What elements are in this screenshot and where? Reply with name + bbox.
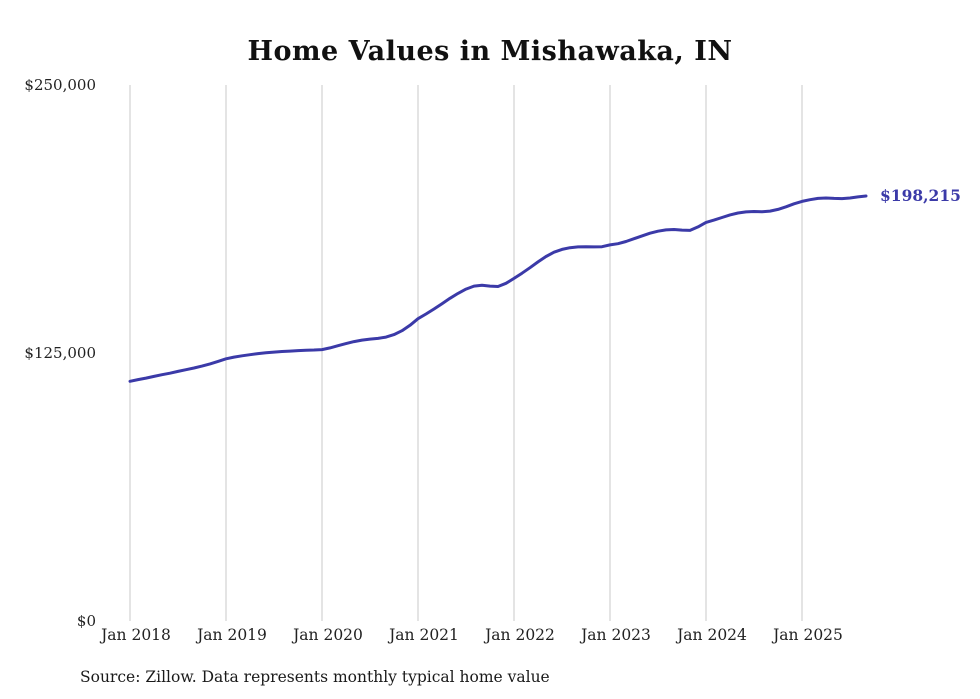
x-tick-label: Jan 2019 <box>195 626 267 644</box>
x-tick-label: Jan 2023 <box>579 626 651 644</box>
x-tick-label: Jan 2021 <box>387 626 459 644</box>
x-tick-label: Jan 2025 <box>771 626 843 644</box>
y-tick-label: $0 <box>77 612 96 630</box>
end-value-label: $198,215 <box>880 186 961 205</box>
x-tick-label: Jan 2024 <box>675 626 747 644</box>
home-value-line <box>128 194 868 383</box>
chart-title: Home Values in Mishawaka, IN <box>247 36 733 67</box>
y-tick-label: $250,000 <box>24 76 96 94</box>
x-tick-label: Jan 2022 <box>483 626 555 644</box>
x-tick-label: Jan 2020 <box>291 626 363 644</box>
y-tick-label: $125,000 <box>24 344 96 362</box>
x-tick-label: Jan 2018 <box>99 626 171 644</box>
source-note: Source: Zillow. Data represents monthly … <box>80 668 550 686</box>
